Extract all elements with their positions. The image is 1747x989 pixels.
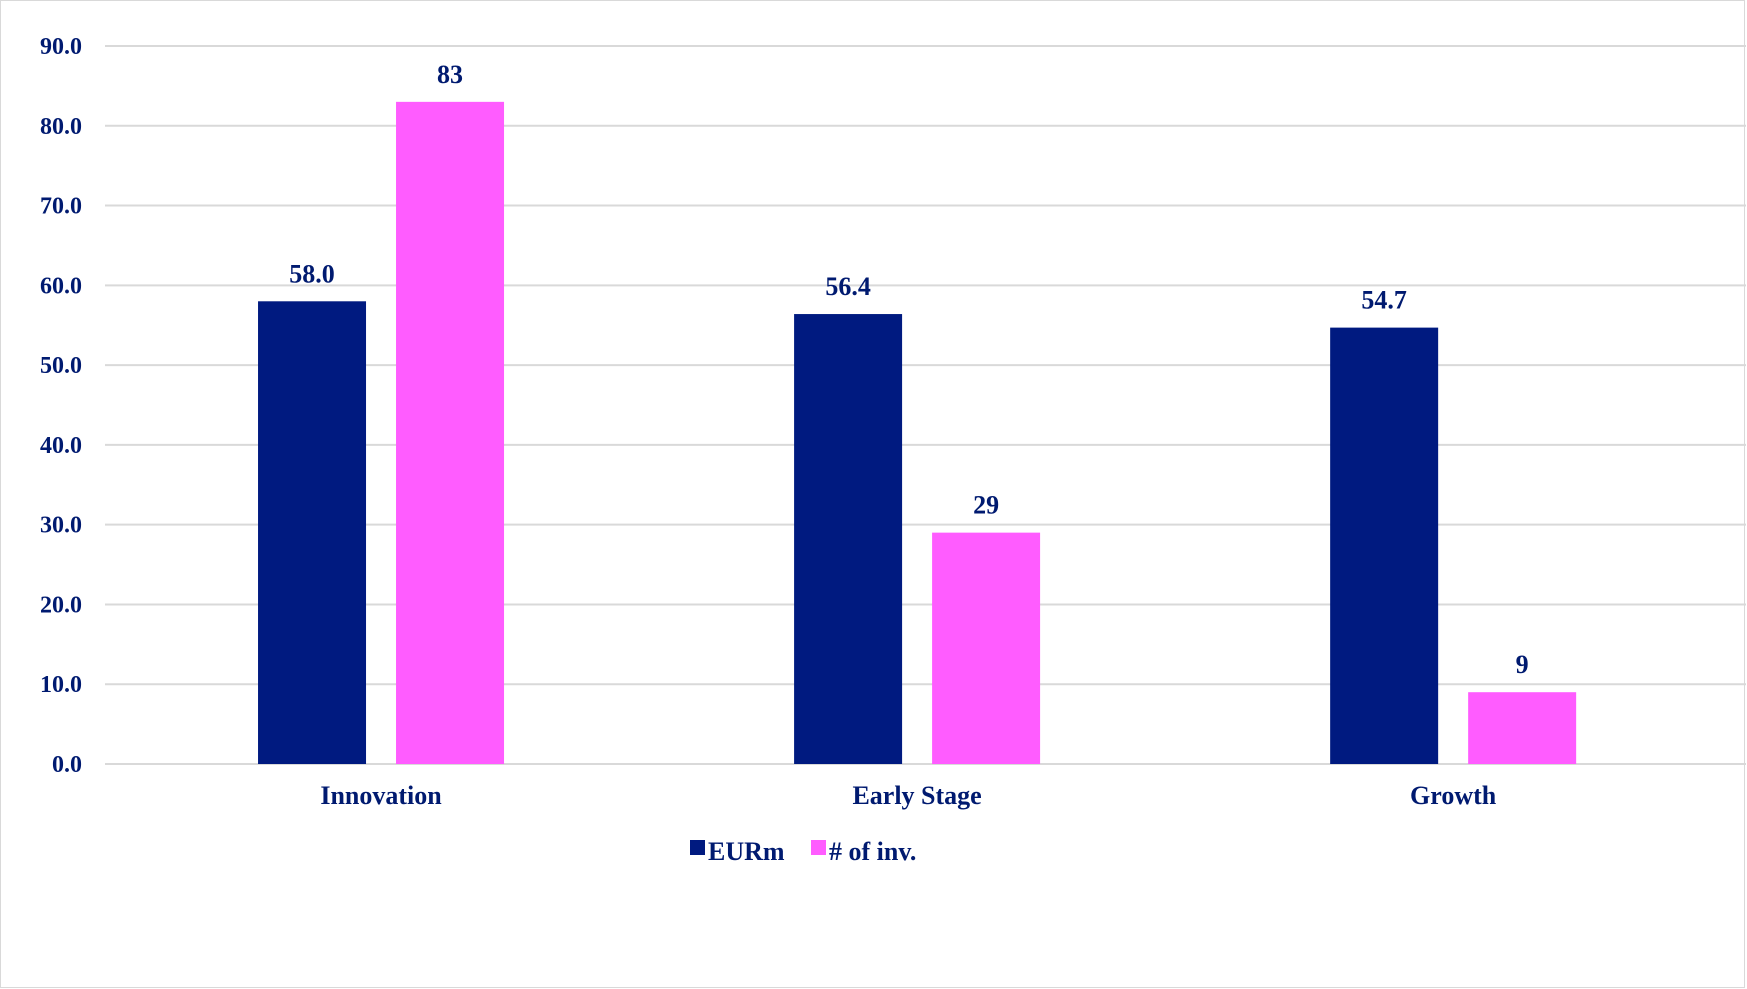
data-label: 9 (1516, 650, 1529, 679)
legend-label: EURm (708, 837, 785, 866)
y-tick-label: 30.0 (40, 513, 82, 539)
bar-num-inv-innovation (396, 101, 505, 765)
gridlines (105, 45, 1746, 765)
y-tick-label: 10.0 (40, 672, 82, 698)
y-tick-label: 60.0 (40, 273, 82, 299)
bar-eurm-growth (1330, 327, 1439, 764)
y-tick-label: 50.0 (40, 353, 82, 379)
legend: EURm # of inv. (690, 837, 916, 866)
data-label: 83 (437, 60, 463, 89)
bar-eurm-early-stage (794, 314, 903, 764)
bar-eurm-innovation (258, 301, 367, 764)
data-label: 58.0 (289, 259, 335, 288)
legend-swatch-num-inv (811, 840, 826, 855)
x-category-label: Innovation (320, 781, 442, 810)
x-category-label: Early Stage (852, 781, 981, 810)
data-labels: 58.0 83 56.4 29 54.7 9 (289, 60, 1528, 679)
y-tick-label: 40.0 (40, 433, 82, 459)
bar-num-inv-early-stage (932, 532, 1041, 764)
legend-swatch-eurm (690, 840, 705, 855)
data-label: 29 (973, 491, 999, 520)
legend-label: # of inv. (829, 837, 916, 866)
y-tick-label: 80.0 (40, 114, 82, 140)
x-axis-category-labels: Innovation Early Stage Growth (320, 781, 1496, 810)
y-tick-label: 20.0 (40, 592, 82, 618)
y-tick-label: 90.0 (40, 34, 82, 60)
data-label: 54.7 (1361, 286, 1407, 315)
data-label: 56.4 (825, 272, 871, 301)
y-tick-label: 70.0 (40, 194, 82, 220)
y-axis-tick-labels: 0.0 10.0 20.0 30.0 40.0 50.0 60.0 70.0 80.0 90.0 (40, 34, 82, 778)
y-tick-label: 0.0 (52, 752, 82, 778)
bars (258, 101, 1577, 765)
bar-num-inv-growth (1468, 692, 1577, 764)
x-category-label: Growth (1410, 781, 1497, 810)
